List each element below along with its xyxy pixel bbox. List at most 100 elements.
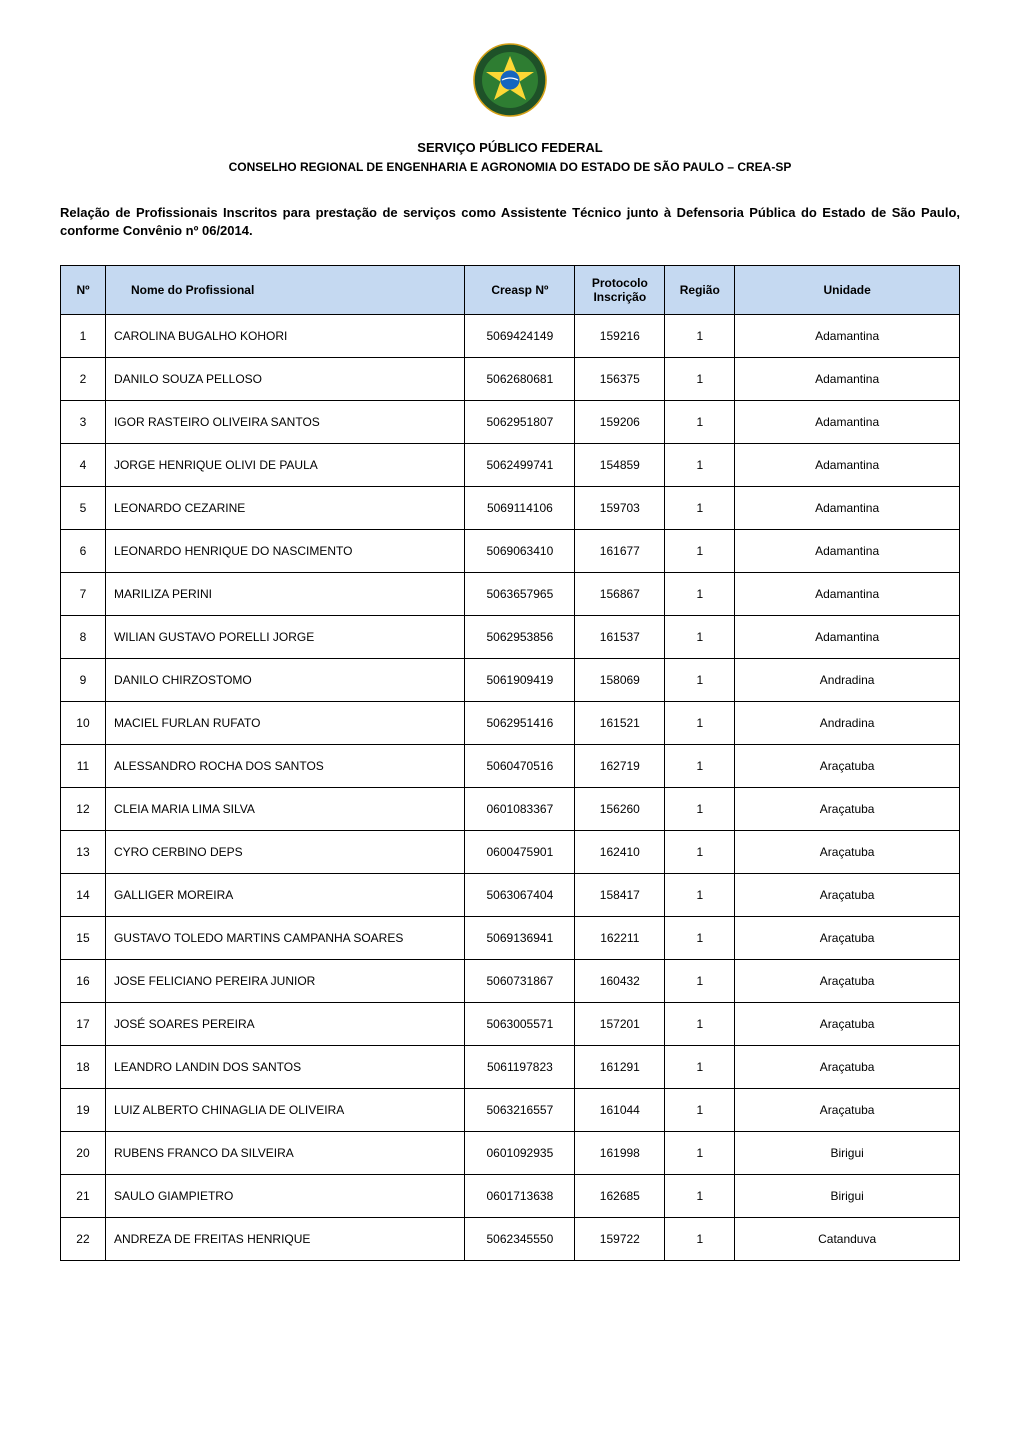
table-row: 5LEONARDO CEZARINE50691141061597031Adama…: [61, 487, 960, 530]
cell-unidade: Araçatuba: [735, 745, 960, 788]
table-row: 3IGOR RASTEIRO OLIVEIRA SANTOS5062951807…: [61, 401, 960, 444]
table-row: 12CLEIA MARIA LIMA SILVA0601083367156260…: [61, 788, 960, 831]
cell-regiao: 1: [665, 831, 735, 874]
cell-protocolo: 159206: [575, 401, 665, 444]
cell-num: 1: [61, 315, 106, 358]
cell-protocolo: 161677: [575, 530, 665, 573]
cell-num: 19: [61, 1089, 106, 1132]
cell-nome: DANILO CHIRZOSTOMO: [105, 659, 464, 702]
cell-creasp: 0601083367: [465, 788, 575, 831]
cell-unidade: Araçatuba: [735, 874, 960, 917]
cell-num: 11: [61, 745, 106, 788]
cell-regiao: 1: [665, 702, 735, 745]
table-row: 8WILIAN GUSTAVO PORELLI JORGE50629538561…: [61, 616, 960, 659]
cell-creasp: 0601092935: [465, 1132, 575, 1175]
cell-regiao: 1: [665, 487, 735, 530]
cell-unidade: Adamantina: [735, 573, 960, 616]
cell-regiao: 1: [665, 1218, 735, 1261]
cell-creasp: 5062951416: [465, 702, 575, 745]
cell-regiao: 1: [665, 444, 735, 487]
cell-num: 17: [61, 1003, 106, 1046]
cell-nome: LEONARDO CEZARINE: [105, 487, 464, 530]
header-title: SERVIÇO PÚBLICO FEDERAL: [60, 140, 960, 155]
table-row: 16JOSE FELICIANO PEREIRA JUNIOR506073186…: [61, 960, 960, 1003]
table-row: 1CAROLINA BUGALHO KOHORI5069424149159216…: [61, 315, 960, 358]
cell-regiao: 1: [665, 1175, 735, 1218]
col-header-protocolo: Protocolo Inscrição: [575, 266, 665, 315]
cell-unidade: Araçatuba: [735, 960, 960, 1003]
table-row: 22ANDREZA DE FREITAS HENRIQUE50623455501…: [61, 1218, 960, 1261]
cell-creasp: 5060731867: [465, 960, 575, 1003]
cell-regiao: 1: [665, 788, 735, 831]
cell-nome: CLEIA MARIA LIMA SILVA: [105, 788, 464, 831]
cell-regiao: 1: [665, 1003, 735, 1046]
table-row: 14GALLIGER MOREIRA50630674041584171Araça…: [61, 874, 960, 917]
cell-unidade: Araçatuba: [735, 1046, 960, 1089]
cell-creasp: 0600475901: [465, 831, 575, 874]
table-row: 10MACIEL FURLAN RUFATO50629514161615211A…: [61, 702, 960, 745]
cell-nome: MACIEL FURLAN RUFATO: [105, 702, 464, 745]
cell-nome: LUIZ ALBERTO CHINAGLIA DE OLIVEIRA: [105, 1089, 464, 1132]
cell-unidade: Adamantina: [735, 530, 960, 573]
cell-protocolo: 161537: [575, 616, 665, 659]
cell-regiao: 1: [665, 358, 735, 401]
cell-unidade: Adamantina: [735, 444, 960, 487]
cell-unidade: Araçatuba: [735, 1003, 960, 1046]
cell-protocolo: 157201: [575, 1003, 665, 1046]
cell-creasp: 5069136941: [465, 917, 575, 960]
cell-unidade: Andradina: [735, 659, 960, 702]
cell-nome: ANDREZA DE FREITAS HENRIQUE: [105, 1218, 464, 1261]
cell-regiao: 1: [665, 659, 735, 702]
cell-unidade: Araçatuba: [735, 1089, 960, 1132]
cell-unidade: Andradina: [735, 702, 960, 745]
table-row: 7MARILIZA PERINI50636579651568671Adamant…: [61, 573, 960, 616]
cell-regiao: 1: [665, 1132, 735, 1175]
table-row: 4JORGE HENRIQUE OLIVI DE PAULA5062499741…: [61, 444, 960, 487]
cell-creasp: 5063657965: [465, 573, 575, 616]
cell-regiao: 1: [665, 530, 735, 573]
cell-creasp: 5062345550: [465, 1218, 575, 1261]
cell-nome: RUBENS FRANCO DA SILVEIRA: [105, 1132, 464, 1175]
cell-unidade: Araçatuba: [735, 788, 960, 831]
cell-regiao: 1: [665, 917, 735, 960]
cell-creasp: 5063216557: [465, 1089, 575, 1132]
cell-unidade: Araçatuba: [735, 831, 960, 874]
cell-protocolo: 161291: [575, 1046, 665, 1089]
col-header-unidade: Unidade: [735, 266, 960, 315]
cell-nome: LEONARDO HENRIQUE DO NASCIMENTO: [105, 530, 464, 573]
cell-regiao: 1: [665, 616, 735, 659]
cell-nome: WILIAN GUSTAVO PORELLI JORGE: [105, 616, 464, 659]
table-row: 2DANILO SOUZA PELLOSO50626806811563751Ad…: [61, 358, 960, 401]
cell-regiao: 1: [665, 315, 735, 358]
cell-protocolo: 162719: [575, 745, 665, 788]
cell-nome: LEANDRO LANDIN DOS SANTOS: [105, 1046, 464, 1089]
cell-num: 22: [61, 1218, 106, 1261]
table-row: 11ALESSANDRO ROCHA DOS SANTOS50604705161…: [61, 745, 960, 788]
cell-unidade: Adamantina: [735, 616, 960, 659]
cell-unidade: Adamantina: [735, 487, 960, 530]
cell-nome: SAULO GIAMPIETRO: [105, 1175, 464, 1218]
cell-regiao: 1: [665, 401, 735, 444]
cell-creasp: 5062499741: [465, 444, 575, 487]
cell-nome: ALESSANDRO ROCHA DOS SANTOS: [105, 745, 464, 788]
cell-regiao: 1: [665, 745, 735, 788]
cell-protocolo: 159722: [575, 1218, 665, 1261]
crea-logo: [470, 40, 550, 120]
cell-creasp: 0601713638: [465, 1175, 575, 1218]
cell-nome: CAROLINA BUGALHO KOHORI: [105, 315, 464, 358]
cell-num: 18: [61, 1046, 106, 1089]
col-header-num: Nº: [61, 266, 106, 315]
cell-num: 16: [61, 960, 106, 1003]
description-text: Relação de Profissionais Inscritos para …: [60, 204, 960, 240]
logo-container: [60, 40, 960, 125]
cell-unidade: Birigui: [735, 1175, 960, 1218]
cell-num: 14: [61, 874, 106, 917]
cell-num: 2: [61, 358, 106, 401]
professionals-table: Nº Nome do Profissional Creasp Nº Protoc…: [60, 265, 960, 1261]
cell-creasp: 5069114106: [465, 487, 575, 530]
cell-nome: IGOR RASTEIRO OLIVEIRA SANTOS: [105, 401, 464, 444]
cell-num: 9: [61, 659, 106, 702]
cell-creasp: 5062680681: [465, 358, 575, 401]
cell-num: 8: [61, 616, 106, 659]
cell-nome: GUSTAVO TOLEDO MARTINS CAMPANHA SOARES: [105, 917, 464, 960]
